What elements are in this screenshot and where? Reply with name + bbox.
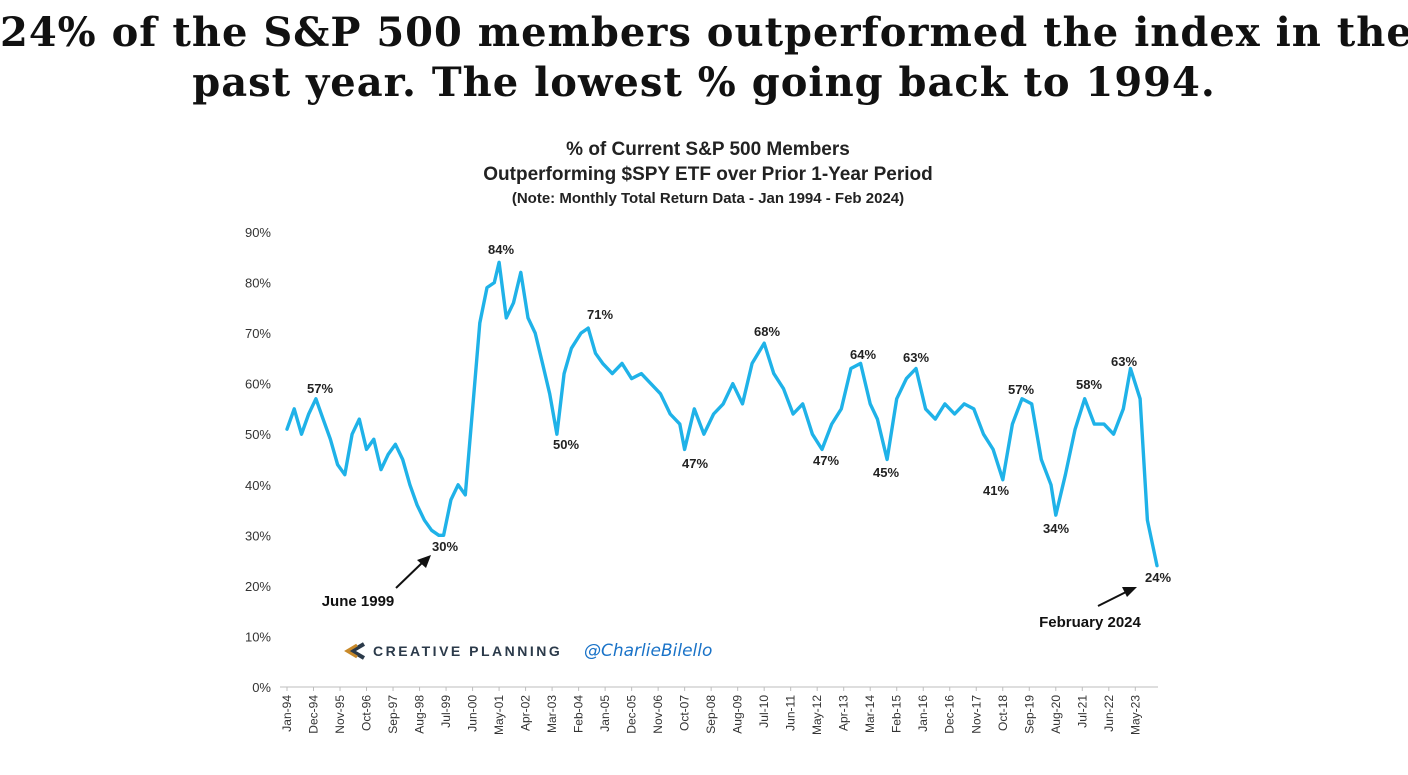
data-label-peak-1995: 57% [307,381,333,396]
x-tick-label: Jun-11 [784,695,798,731]
data-labels: 57% 84% 71% 50% 47% 68% 47% 64% 45% 63% … [307,242,1171,585]
x-tick-label: Dec-16 [943,695,957,734]
x-tick-label: Jul-10 [757,695,771,728]
data-label-trough-2018: 41% [983,483,1009,498]
y-tick-label: 70% [245,326,271,341]
y-tick-label: 90% [245,225,271,240]
y-axis: 0% 10% 20% 30% 40% 50% 60% 70% 80% 90% [245,225,271,695]
data-label-trough-2014: 45% [873,465,899,480]
x-tick-label: Apr-02 [519,695,533,731]
x-tick-label: Mar-03 [545,695,559,733]
arrow-february-2024 [1097,590,1129,607]
data-label-peak-2021: 58% [1076,377,1102,392]
x-tick-label: Aug-20 [1049,695,1063,734]
x-tick-label: Jan-05 [598,695,612,732]
x-tick-label: Jan-16 [916,695,930,732]
arrowhead-june-1999 [417,555,431,568]
x-tick-label: Aug-09 [731,695,745,734]
x-tick-label: Jun-22 [1102,695,1116,732]
x-tick-label: May-12 [810,695,824,735]
twitter-handle: @CharlieBilello [584,641,712,661]
x-tick-label: May-01 [492,695,506,735]
data-label-peak-2010: 68% [754,324,780,339]
data-label-trough-2003: 50% [553,437,579,452]
y-tick-label: 0% [252,680,271,695]
annotation-label-february-2024: February 2024 [1039,614,1141,631]
data-label-trough-2020: 34% [1043,521,1069,536]
headline-line-2: past year. The lowest % going back to 19… [192,59,1216,106]
x-tick-label: Jan-94 [280,695,294,732]
x-tick-label: Dec-94 [307,695,321,734]
creative-planning-logo: CREATIVE PLANNING @CharlieBilello [344,641,712,661]
data-label-peak-2022: 63% [1111,354,1137,369]
x-tick-label: Jul-21 [1075,695,1089,728]
x-tick-label: Jun-00 [466,695,480,732]
arrowhead-february-2024 [1122,587,1137,597]
chart-subtitle: Outperforming $SPY ETF over Prior 1-Year… [483,164,932,185]
x-tick-label: Nov-06 [651,695,665,734]
x-tick-label: Nov-17 [969,695,983,734]
chart-note: (Note: Monthly Total Return Data - Jan 1… [512,190,904,207]
y-tick-label: 40% [245,478,271,493]
data-label-peak-2015: 63% [903,350,929,365]
data-label-trough-2012: 47% [813,453,839,468]
x-tick-label: Feb-15 [890,695,904,733]
x-tick-label: Aug-98 [413,695,427,734]
x-tick-label: Sep-97 [386,695,400,734]
data-label-latest-2024: 24% [1145,570,1171,585]
data-label-peak-2004: 71% [587,307,613,322]
y-tick-label: 30% [245,528,271,543]
x-tick-label: Sep-08 [704,695,718,734]
y-tick-label: 10% [245,629,271,644]
headline: 24% of the S&P 500 members outperformed … [0,8,1408,108]
x-tick-label: Mar-14 [863,695,877,733]
data-label-peak-2013: 64% [850,347,876,362]
creative-planning-text: CREATIVE PLANNING [373,643,562,659]
data-label-trough-1999: 30% [432,539,458,554]
y-tick-label: 20% [245,579,271,594]
x-tick-label: Oct-18 [996,695,1010,731]
y-tick-label: 50% [245,427,271,442]
y-tick-label: 60% [245,377,271,392]
y-tick-label: 80% [245,276,271,291]
data-label-peak-2019: 57% [1008,382,1034,397]
x-tick-label: Dec-05 [625,695,639,734]
arrow-june-1999 [395,560,425,589]
x-tick-label: Nov-95 [333,695,347,734]
x-axis: Jan-94 Dec-94 Nov-95 Oct-96 Sep-97 Aug-98 Jul-… [280,687,1142,735]
annotation-june-1999: June 1999 [322,555,431,610]
x-tick-label: May-23 [1128,695,1142,735]
x-tick-label: Sep-19 [1022,695,1036,734]
x-tick-label: Feb-04 [572,695,586,733]
x-tick-label: Jul-99 [439,695,453,728]
x-tick-label: Apr-13 [837,695,851,731]
headline-line-1: 24% of the S&P 500 members outperformed … [0,9,1408,56]
data-label-trough-2007: 47% [682,456,708,471]
creative-planning-mark-icon [344,642,366,660]
annotation-february-2024: February 2024 [1039,587,1142,631]
x-tick-label: Oct-07 [678,695,692,731]
annotation-label-june-1999: June 1999 [322,593,395,610]
chart-title: % of Current S&P 500 Members [566,139,850,160]
data-label-peak-2001: 84% [488,242,514,257]
series-line [285,260,1159,568]
x-tick-label: Oct-96 [360,695,374,731]
